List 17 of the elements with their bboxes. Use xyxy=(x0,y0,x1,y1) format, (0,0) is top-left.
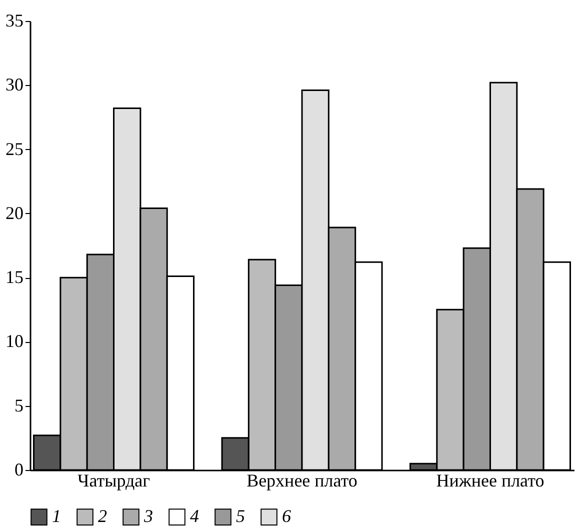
y-tick-label: 5 xyxy=(14,395,24,416)
legend-label: 2 xyxy=(98,506,107,526)
x-tick-label: Верхнее плато xyxy=(246,470,358,490)
legend-label: 4 xyxy=(190,506,199,526)
y-tick-label: 30 xyxy=(6,74,24,95)
legend-label: 3 xyxy=(143,506,153,526)
y-tick-label: 15 xyxy=(6,267,24,288)
legend-label: 6 xyxy=(282,506,291,526)
x-tick-label: Чатырдаг xyxy=(78,470,150,490)
legend-label: 1 xyxy=(52,506,61,526)
y-tick-label: 20 xyxy=(6,202,24,223)
legend-label: 5 xyxy=(236,506,245,526)
y-tick-label: 35 xyxy=(6,10,24,30)
y-tick-label: 0 xyxy=(14,460,24,480)
y-tick-label: 10 xyxy=(6,331,24,352)
y-tick-label: 25 xyxy=(6,138,24,159)
x-tick-label: Нижнее плато xyxy=(436,470,544,490)
